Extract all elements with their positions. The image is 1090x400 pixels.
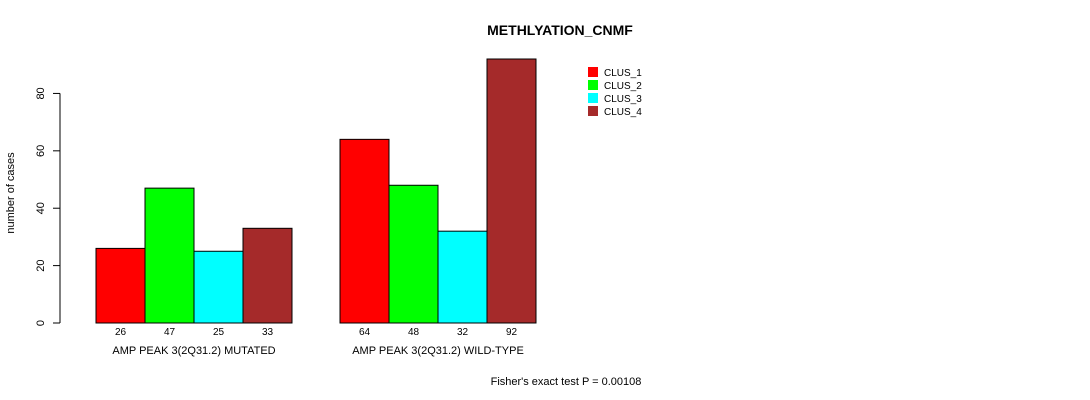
- bar-clus-3: [193, 250, 244, 324]
- bar-clus-4: [242, 227, 293, 324]
- data-labels-group: 26 47 25 33 64 48 32 92: [115, 327, 518, 338]
- y-axis-label: number of cases: [5, 152, 17, 234]
- legend-swatch: [588, 106, 598, 116]
- category-labels-group: AMP PEAK 3(2Q31.2) MUTATED AMP PEAK 3(2Q3…: [112, 345, 523, 357]
- legend-label: CLUS_2: [604, 81, 642, 92]
- y-tick-label: 80: [35, 87, 47, 99]
- chart-title: METHLYATION_CNMF: [487, 22, 633, 38]
- y-tick-label: 20: [35, 259, 47, 271]
- y-tick-label: 0: [35, 320, 47, 326]
- y-tick-label: 60: [35, 145, 47, 157]
- fisher-test-footnote: Fisher's exact test P = 0.00108: [491, 376, 642, 388]
- bar-value-label: 25: [213, 327, 225, 338]
- y-tick-label: 40: [35, 202, 47, 214]
- bar-value-label: 48: [408, 327, 420, 338]
- bars-group: [95, 58, 537, 324]
- bar-clus-2: [388, 184, 439, 324]
- bar-value-label: 64: [359, 327, 371, 338]
- bar-clus-2: [144, 187, 195, 324]
- bar-value-label: 92: [506, 327, 518, 338]
- legend-swatch: [588, 67, 598, 77]
- legend-label: CLUS_3: [604, 94, 642, 105]
- bar-clus-4: [486, 58, 537, 324]
- bar-clus-1: [339, 138, 390, 324]
- bar-value-label: 33: [262, 327, 274, 338]
- bar-clus-3: [437, 230, 488, 324]
- legend-swatch: [588, 93, 598, 103]
- legend-swatch: [588, 80, 598, 90]
- bar-value-label: 26: [115, 327, 127, 338]
- y-axis: 0 20 40 60 80: [35, 87, 61, 326]
- bar-value-label: 32: [457, 327, 469, 338]
- category-label: AMP PEAK 3(2Q31.2) MUTATED: [112, 345, 275, 357]
- legend: CLUS_1 CLUS_2 CLUS_3 CLUS_4: [588, 67, 642, 118]
- bar-value-label: 47: [164, 327, 176, 338]
- category-label: AMP PEAK 3(2Q31.2) WILD-TYPE: [352, 345, 524, 357]
- bar-clus-1: [95, 247, 146, 324]
- legend-label: CLUS_4: [604, 107, 642, 118]
- legend-label: CLUS_1: [604, 68, 642, 79]
